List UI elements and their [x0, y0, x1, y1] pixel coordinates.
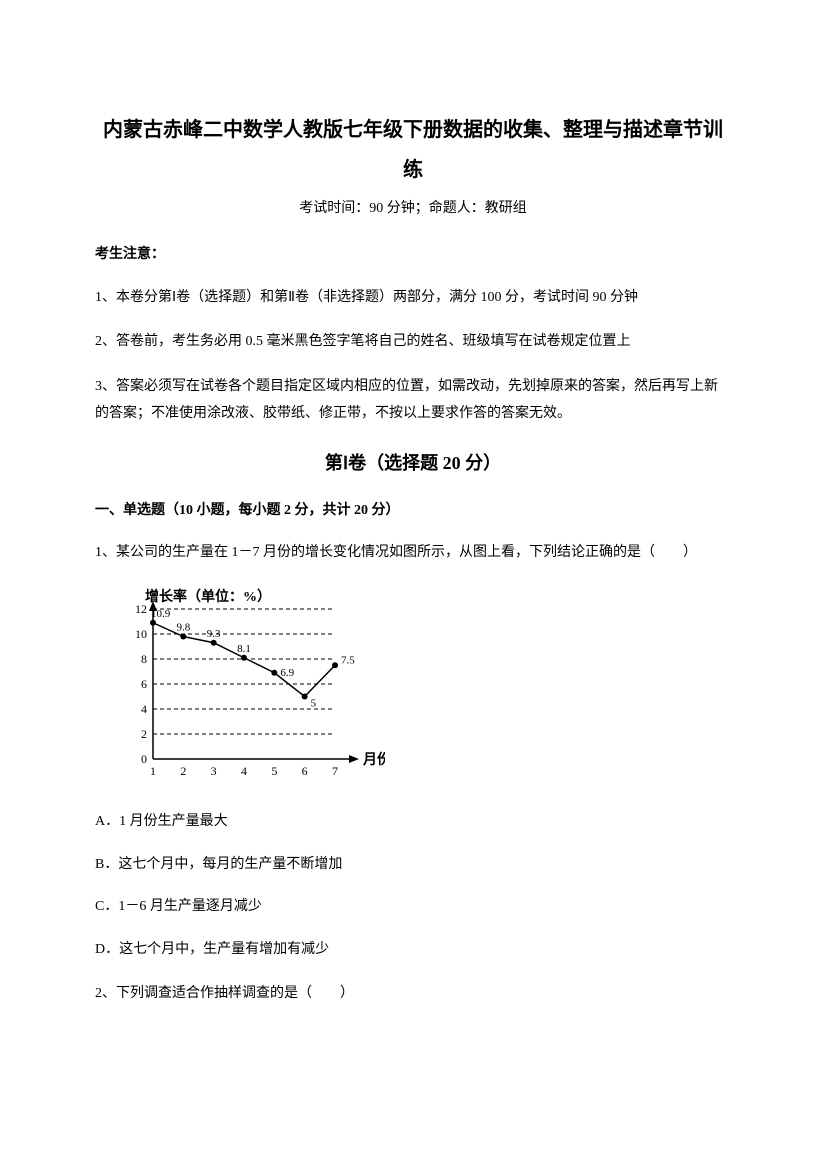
svg-text:5: 5 [311, 697, 317, 709]
svg-text:0: 0 [141, 752, 147, 766]
notice-header: 考生注意： [95, 244, 731, 266]
svg-text:3: 3 [211, 764, 217, 778]
subsection-header: 一、单选题（10 小题，每小题 2 分，共计 20 分） [95, 500, 731, 522]
svg-text:6.9: 6.9 [280, 667, 294, 679]
svg-text:7: 7 [332, 764, 338, 778]
svg-text:2: 2 [180, 764, 186, 778]
svg-text:10: 10 [135, 627, 147, 641]
svg-text:4: 4 [241, 764, 247, 778]
svg-text:8.1: 8.1 [237, 643, 251, 655]
svg-text:12: 12 [135, 602, 147, 616]
notice-item-2: 2、答卷前，考生务必用 0.5 毫米黑色签字笔将自己的姓名、班级填写在试卷规定位… [95, 329, 731, 356]
q1-chart: 增长率（单位：%）2468101201234567月份10.99.89.38.1… [115, 583, 731, 791]
line-chart-svg: 增长率（单位：%）2468101201234567月份10.99.89.38.1… [115, 583, 385, 783]
svg-text:7.5: 7.5 [341, 654, 355, 666]
svg-text:9.8: 9.8 [176, 621, 190, 633]
q1-option-b: B．这七个月中，每月的生产量不断增加 [95, 854, 731, 876]
q1-option-a: A．1 月份生产量最大 [95, 811, 731, 833]
svg-text:6: 6 [302, 764, 308, 778]
doc-title: 内蒙古赤峰二中数学人教版七年级下册数据的收集、整理与描述章节训练 [95, 110, 731, 190]
svg-text:6: 6 [141, 677, 147, 691]
svg-text:5: 5 [271, 764, 277, 778]
svg-text:10.9: 10.9 [151, 608, 171, 620]
question-2-text: 2、下列调查适合作抽样调查的是（ ） [95, 981, 731, 1008]
q1-option-d: D．这七个月中，生产量有增加有减少 [95, 939, 731, 961]
svg-text:月份: 月份 [362, 751, 385, 768]
svg-text:9.3: 9.3 [207, 628, 221, 640]
section-header: 第Ⅰ卷（选择题 20 分） [95, 449, 731, 478]
svg-text:1: 1 [150, 764, 156, 778]
svg-text:2: 2 [141, 727, 147, 741]
notice-item-3: 3、答案必须写在试卷各个题目指定区域内相应的位置，如需改动，先划掉原来的答案，然… [95, 374, 731, 427]
question-1-text: 1、某公司的生产量在 1－7 月份的增长变化情况如图所示，从图上看，下列结论正确… [95, 540, 731, 567]
svg-text:8: 8 [141, 652, 147, 666]
notice-item-1: 1、本卷分第Ⅰ卷（选择题）和第Ⅱ卷（非选择题）两部分，满分 100 分，考试时间… [95, 285, 731, 312]
q1-option-c: C．1－6 月生产量逐月减少 [95, 896, 731, 918]
svg-text:增长率（单位：%）: 增长率（单位：%） [145, 588, 271, 605]
svg-text:4: 4 [141, 702, 147, 716]
exam-info: 考试时间：90 分钟；命题人：教研组 [95, 198, 731, 220]
